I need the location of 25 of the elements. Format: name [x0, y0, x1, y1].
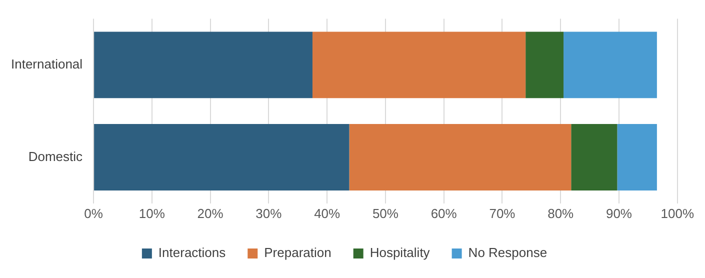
x-tick-label: 100% — [660, 206, 694, 221]
x-tick-label: 40% — [314, 206, 341, 221]
y-tick-label: Domestic — [28, 148, 84, 164]
legend-label: Preparation — [264, 245, 332, 260]
x-tick-label: 0% — [84, 206, 104, 221]
x-tick-label: 90% — [606, 206, 632, 221]
x-tick-label: 50% — [372, 206, 399, 221]
bar — [349, 124, 572, 190]
bar — [312, 32, 526, 98]
bar — [94, 124, 350, 190]
x-tick-label: 10% — [138, 206, 166, 221]
x-tick-label: 60% — [430, 206, 458, 221]
x-tick-label: 80% — [548, 206, 574, 221]
bar — [564, 32, 657, 98]
legend-label: Interactions — [158, 245, 226, 260]
legend-label: No Response — [468, 245, 548, 260]
x-tick-label: 20% — [197, 206, 224, 221]
y-tick-label: International — [10, 56, 83, 72]
bar — [94, 32, 312, 98]
legend-label: Hospitality — [370, 245, 430, 260]
bar — [571, 124, 618, 190]
x-tick-label: 70% — [489, 206, 516, 221]
bar — [526, 32, 564, 98]
x-tick-label: 30% — [256, 206, 282, 221]
bar — [617, 124, 657, 190]
